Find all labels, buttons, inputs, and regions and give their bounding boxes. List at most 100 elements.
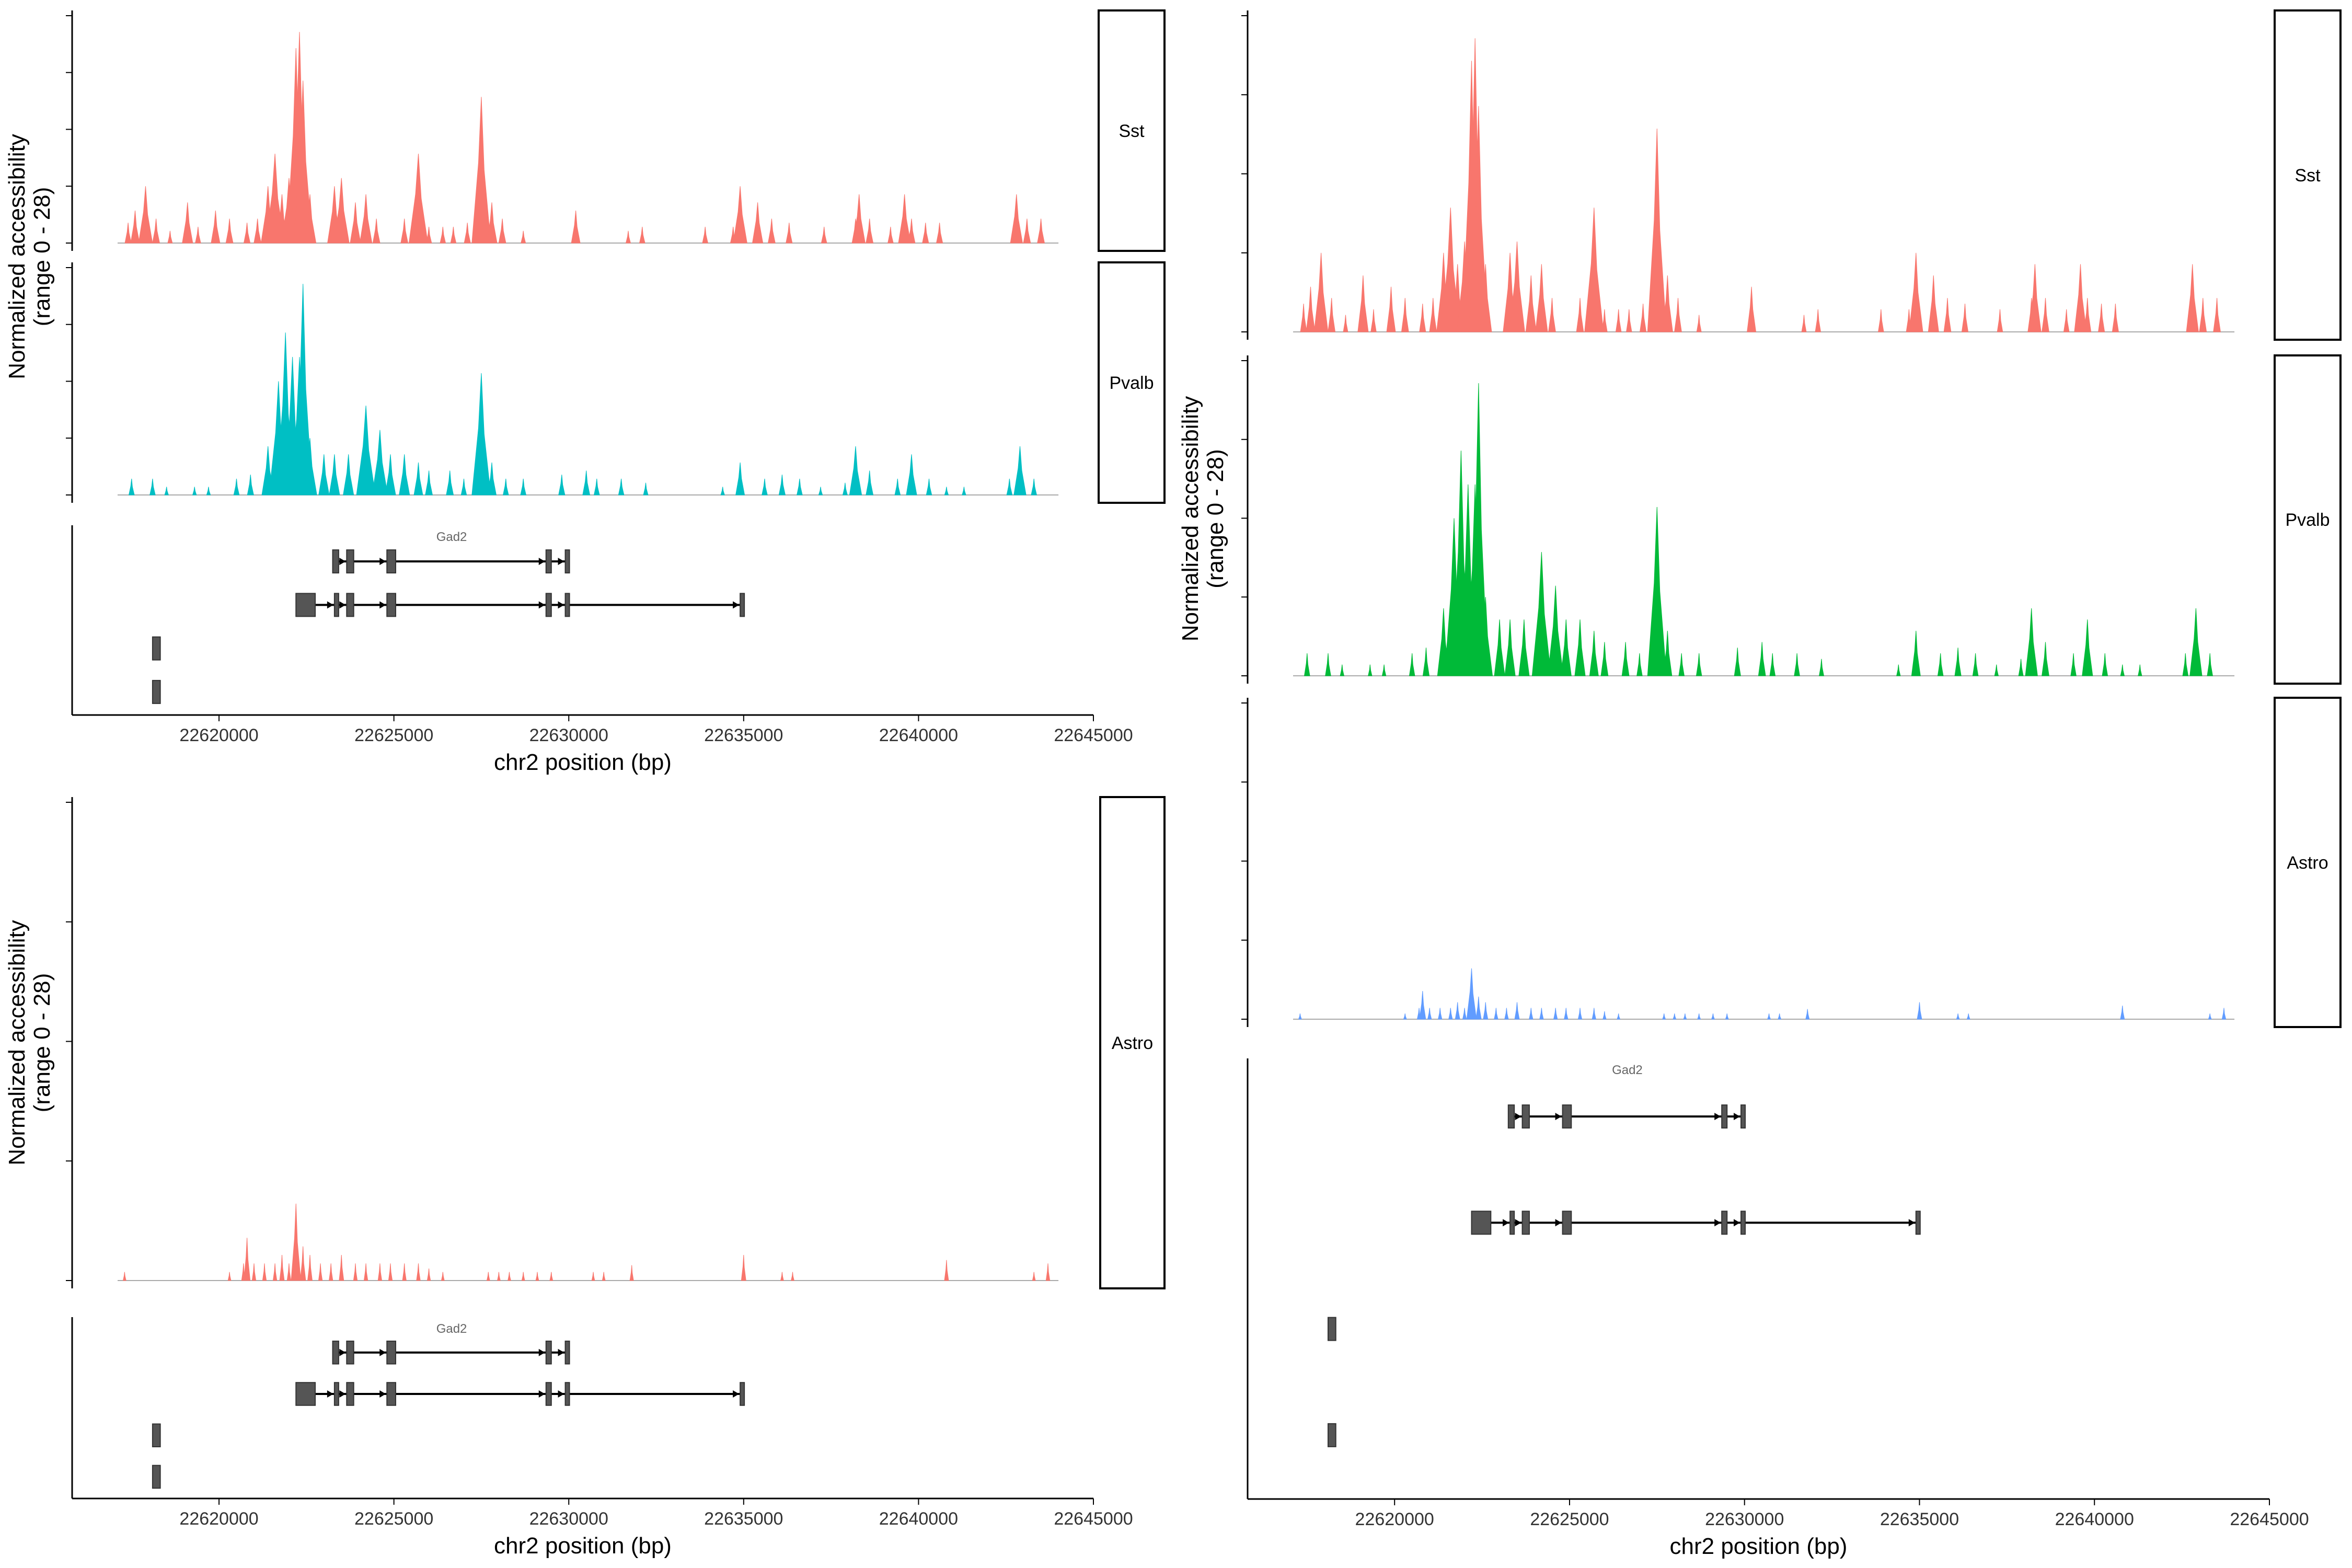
peak: [1409, 653, 1415, 676]
peak: [1601, 309, 1608, 332]
facet-strip-label: Astro: [1112, 1033, 1153, 1053]
transcript: [152, 1423, 161, 1448]
peak: [2186, 264, 2199, 332]
peak: [385, 454, 396, 495]
peak: [521, 1272, 525, 1281]
peak: [2182, 653, 2189, 676]
exon: [346, 593, 354, 617]
facet-strip: [1099, 796, 1166, 1289]
strand-arrow: [1515, 1219, 1521, 1227]
exon: [386, 1382, 396, 1406]
exon: [346, 1340, 354, 1365]
peak: [1734, 648, 1741, 676]
peak: [1747, 286, 1757, 332]
peak: [1696, 653, 1702, 676]
peak: [1479, 264, 1492, 332]
peak: [549, 1272, 554, 1281]
peak: [307, 1254, 313, 1281]
exon: [564, 593, 570, 617]
peak: [2098, 303, 2105, 332]
strand-arrow: [538, 1348, 545, 1356]
peak: [1306, 286, 1316, 332]
exon: [1740, 1210, 1746, 1235]
x-tick-label: 22630000: [1705, 1509, 1784, 1529]
peak: [1006, 478, 1013, 495]
peak: [1403, 1013, 1407, 1020]
peak: [733, 186, 747, 244]
peak: [936, 223, 943, 244]
peak: [1819, 659, 1825, 676]
peak: [1370, 309, 1377, 332]
exon: [1327, 1423, 1336, 1447]
peak: [1696, 315, 1702, 332]
peak: [1602, 1011, 1607, 1020]
peak: [460, 478, 467, 495]
peak: [1621, 642, 1630, 676]
peak: [211, 210, 221, 244]
peak: [521, 230, 526, 244]
exon: [295, 1382, 316, 1406]
peak: [1778, 1013, 1782, 1020]
peak: [1662, 1013, 1666, 1020]
transcript: [1471, 1210, 1921, 1235]
exon: [333, 1382, 339, 1406]
peak: [558, 475, 566, 495]
peak: [138, 186, 153, 244]
peak: [339, 1254, 344, 1281]
strand-arrow: [379, 1390, 386, 1398]
strand-arrow: [379, 1348, 386, 1356]
peak: [1636, 653, 1643, 676]
peak: [471, 97, 491, 244]
peak: [1943, 298, 1952, 332]
peak: [1794, 653, 1800, 676]
peak: [402, 1263, 407, 1281]
peak: [1592, 1008, 1597, 1020]
strand-arrow: [1515, 1113, 1521, 1121]
peak: [1045, 1263, 1051, 1281]
peak: [343, 454, 354, 495]
peak: [195, 226, 201, 244]
peak: [618, 478, 625, 495]
peak: [426, 1269, 431, 1281]
exon: [545, 1340, 552, 1365]
peak: [441, 1272, 445, 1281]
peak: [922, 223, 929, 244]
exon: [545, 593, 552, 617]
peak: [1494, 1008, 1498, 1020]
peak: [1518, 619, 1530, 676]
x-axis-title: chr2 position (bp): [494, 750, 672, 775]
gene-track: Gad2 22620000 22625000 22630000 22635000 2264…: [71, 525, 1133, 775]
peak: [303, 438, 317, 495]
peak: [2028, 264, 2042, 332]
x-tick-label: 22620000: [179, 1509, 258, 1529]
peak: [1325, 653, 1331, 676]
peak: [353, 1263, 358, 1281]
exon: [1740, 1104, 1746, 1129]
panel-top-left: Sst Pvalb Normalized accessibility(range 0…: [4, 9, 1166, 775]
peak: [1674, 298, 1682, 332]
peak: [1032, 1272, 1036, 1281]
peak: [1386, 286, 1396, 332]
peak: [1304, 653, 1310, 676]
strand-arrow: [733, 601, 740, 609]
strand-arrow: [1714, 1219, 1721, 1227]
peak: [206, 487, 211, 495]
peak: [2083, 298, 2092, 332]
peak: [413, 462, 423, 495]
transcript: [1507, 1104, 1746, 1129]
peak: [1954, 648, 1962, 676]
peak: [894, 478, 901, 495]
transcript: [152, 636, 161, 661]
peak: [1928, 275, 1939, 332]
y-axis-title-line: Normalized accessibility: [4, 134, 30, 379]
exon: [346, 549, 354, 574]
peak: [1937, 653, 1944, 676]
peak: [363, 1263, 368, 1281]
peak: [1422, 648, 1430, 676]
peak: [130, 210, 140, 244]
peak: [702, 226, 709, 244]
peak: [2025, 608, 2038, 676]
peak: [907, 218, 916, 244]
exon: [1721, 1210, 1728, 1235]
